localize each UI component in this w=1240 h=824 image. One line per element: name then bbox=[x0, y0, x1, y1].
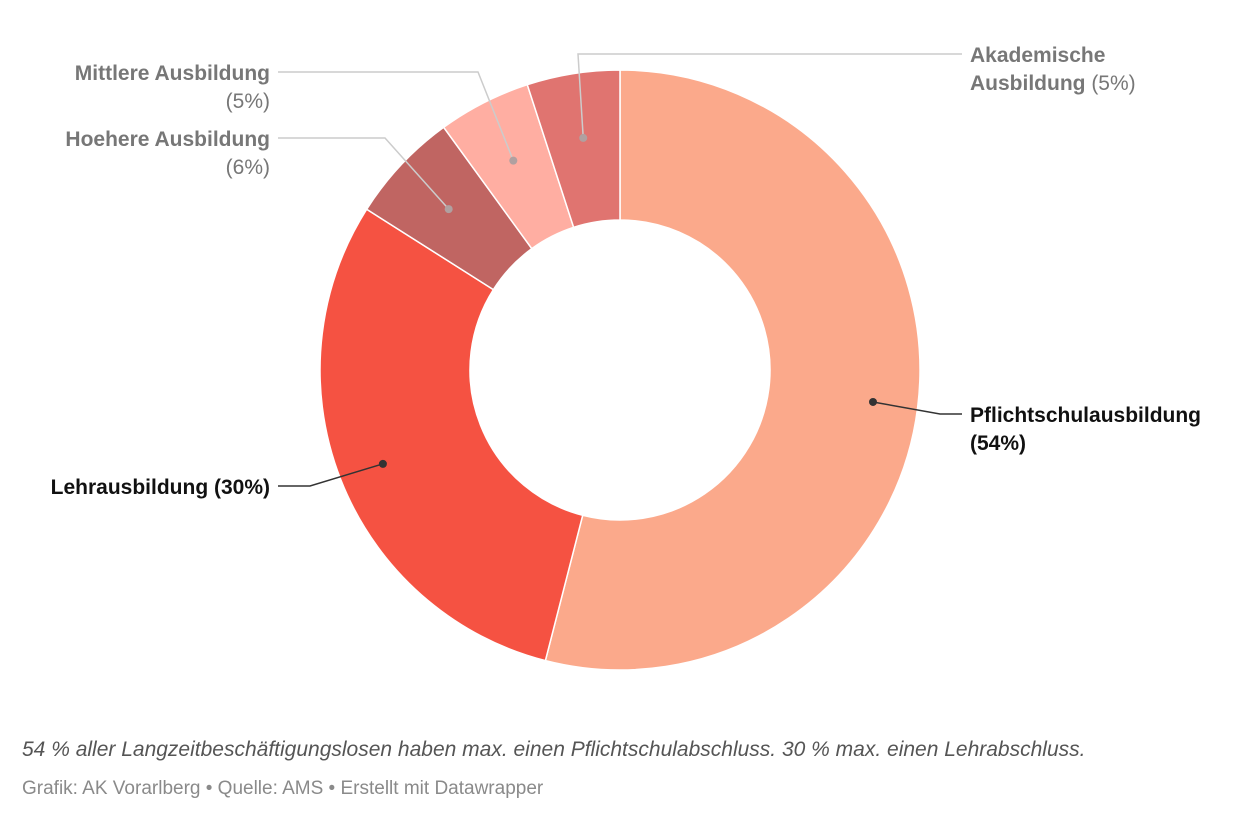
label-lehrausbildung: Lehrausbildung (30%) bbox=[51, 476, 270, 499]
donut-chart: Pflichtschulausbildung (54%) Lehrausbildun… bbox=[51, 44, 1201, 671]
leader-dot-hoehere-ausbildung bbox=[444, 205, 453, 214]
label-mittlere-ausbildung: Mittlere Ausbildung (5%) bbox=[75, 62, 270, 113]
chart-credit: Grafik: AK Vorarlberg • Quelle: AMS • Er… bbox=[22, 778, 544, 799]
leader-dot-lehrausbildung bbox=[378, 459, 387, 468]
leader-pflichtschulausbildung bbox=[872, 401, 962, 415]
leader-mittlere-ausbildung bbox=[278, 71, 515, 161]
chart-note: 54 % aller Langzeitbeschäftigungslosen h… bbox=[22, 738, 1086, 761]
label-akademische-ausbildung: Akademische Ausbildung (5%) bbox=[970, 44, 1136, 95]
slice-akademische-ausbildung bbox=[526, 69, 621, 229]
leader-dot-akademische-ausbildung bbox=[579, 133, 588, 142]
leader-hoehere-ausbildung bbox=[278, 137, 450, 210]
leader-dot-mittlere-ausbildung bbox=[509, 156, 518, 165]
leader-akademische-ausbildung bbox=[577, 53, 962, 138]
leader-lines bbox=[278, 53, 962, 487]
leader-lehrausbildung bbox=[278, 463, 384, 487]
leader-dot-pflichtschulausbildung bbox=[868, 397, 877, 406]
slice-labels: Pflichtschulausbildung (54%) Lehrausbildun… bbox=[51, 44, 1201, 499]
slice-pflichtschulausbildung bbox=[544, 69, 921, 671]
label-hoehere-ausbildung: Hoehere Ausbildung (6%) bbox=[65, 128, 270, 179]
label-pflichtschulausbildung: Pflichtschulausbildung (54%) bbox=[970, 404, 1201, 455]
slice-lehrausbildung bbox=[319, 208, 584, 662]
donut-slices bbox=[319, 69, 921, 671]
